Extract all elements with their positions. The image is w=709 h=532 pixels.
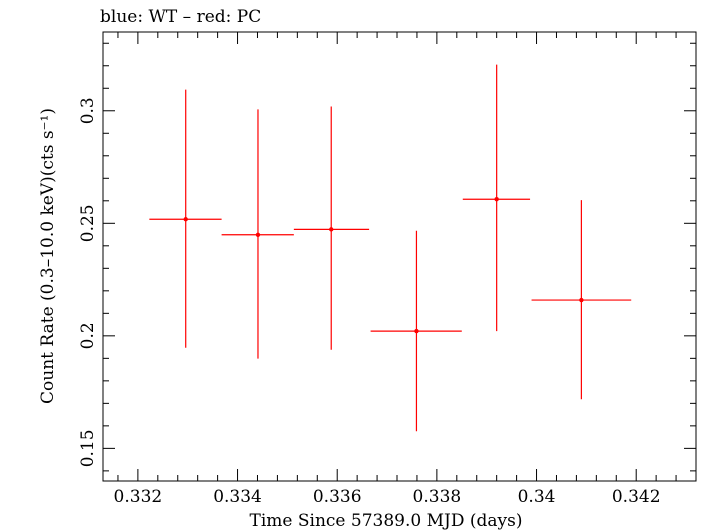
data-point [579, 297, 584, 303]
x-tick-label: 0.34 [518, 487, 556, 507]
data-point [494, 197, 499, 202]
y-tick-label: 0.2 [78, 322, 98, 349]
y-tick-label: 0.3 [78, 97, 98, 124]
data-point [255, 232, 261, 237]
data-point [329, 227, 334, 232]
x-tick-label: 0.342 [612, 487, 661, 507]
data-point [414, 328, 419, 334]
y-axis-label: Count Rate (0.3–10.0 keV)(cts s⁻¹) [38, 108, 58, 404]
series-layer [149, 64, 632, 432]
x-axis-label: Time Since 57389.0 MJD (days) [250, 511, 523, 531]
x-tick-label: 0.336 [313, 487, 362, 507]
x-tick-label: 0.334 [213, 487, 262, 507]
y-tick-label: 0.25 [78, 204, 98, 242]
chart-title: blue: WT – red: PC [100, 7, 261, 27]
x-tick-label: 0.332 [114, 487, 163, 507]
x-tick-label: 0.338 [413, 487, 462, 507]
plot-frame [102, 31, 697, 482]
data-point [183, 217, 188, 222]
x-ticks: 0.332 0.334 0.336 0.338 0.34 0.342 [114, 32, 697, 507]
y-ticks: 0.15 0.2 0.25 0.3 [78, 42, 696, 472]
y-tick-label: 0.15 [78, 429, 98, 467]
